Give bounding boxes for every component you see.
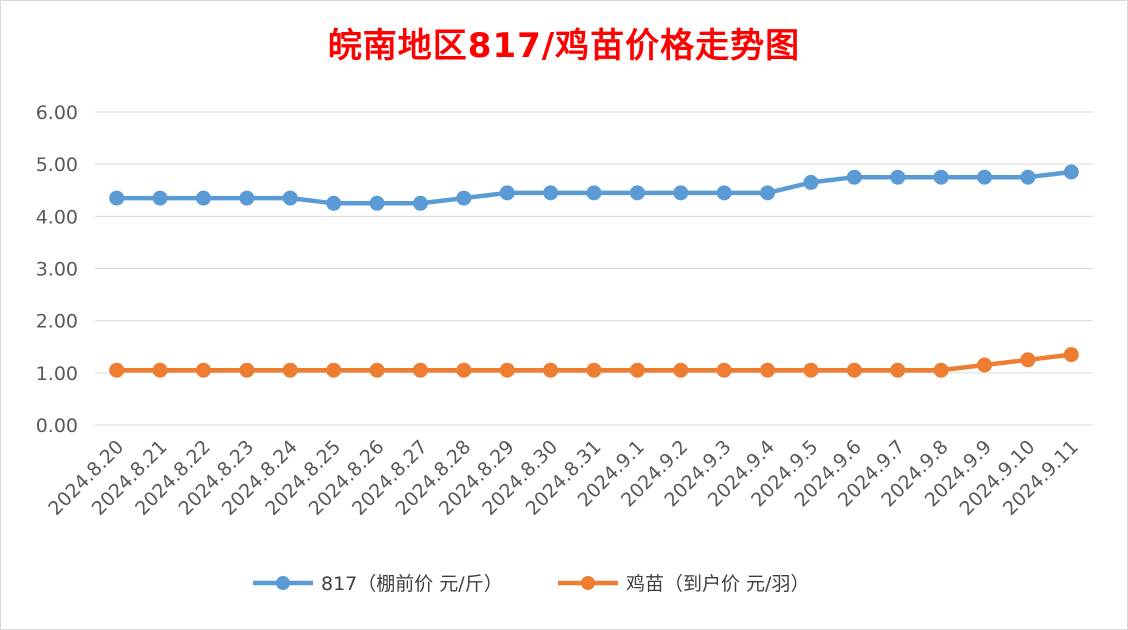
data-point [933,169,949,185]
data-point [1063,164,1079,180]
data-point [239,362,255,378]
y-tick-label: 3.00 [36,259,78,281]
data-point [760,362,776,378]
data-point [282,190,298,206]
data-point [109,362,125,378]
data-point [629,362,645,378]
legend-label: 817（棚前价 元/斤） [321,573,503,595]
data-point [586,185,602,201]
legend-marker [276,576,290,590]
data-point [1063,347,1079,363]
series-1 [109,164,1079,211]
gridlines [95,111,1093,426]
data-point [499,362,515,378]
y-tick-label: 6.00 [36,102,78,124]
y-axis: 0.00 1.00 2.00 3.00 4.00 5.00 6.00 [36,102,78,437]
data-point [456,362,472,378]
data-point [716,362,732,378]
legend-item: 鸡苗（到户价 元/羽） [558,573,809,595]
data-point [890,169,906,185]
data-point [195,362,211,378]
data-point [673,362,689,378]
data-point [803,174,819,190]
data-point [846,362,862,378]
data-point [326,362,342,378]
data-point [846,169,862,185]
data-point [369,362,385,378]
legend-label: 鸡苗（到户价 元/羽） [626,573,809,595]
data-point [109,190,125,206]
series-2 [109,347,1079,378]
data-point [239,190,255,206]
y-tick-label: 5.00 [36,154,78,176]
data-point [716,185,732,201]
data-point [499,185,515,201]
data-point [412,195,428,211]
data-point [890,362,906,378]
legend-marker [581,576,595,590]
data-point [152,362,168,378]
data-point [282,362,298,378]
legend-item: 817（棚前价 元/斤） [253,573,503,595]
legend: 817（棚前价 元/斤） 鸡苗（到户价 元/羽） [253,573,809,595]
data-point [629,185,645,201]
data-point [673,185,689,201]
data-point [586,362,602,378]
data-point [195,190,211,206]
data-point [456,190,472,206]
data-point [977,357,993,373]
data-point [152,190,168,206]
y-tick-label: 2.00 [36,311,78,333]
data-point [543,362,559,378]
data-point [1020,169,1036,185]
data-point [760,185,776,201]
y-tick-label: 4.00 [36,206,78,228]
chart-title: 皖南地区817/鸡苗价格走势图 [327,26,801,66]
data-point [1020,352,1036,368]
data-point [803,362,819,378]
x-axis: 2024.8.202024.8.212024.8.222024.8.232024… [44,436,1083,520]
data-point [933,362,949,378]
y-tick-label: 1.00 [36,363,78,385]
data-point [543,185,559,201]
data-point [977,169,993,185]
data-point [326,195,342,211]
y-tick-label: 0.00 [36,415,78,437]
data-point [369,195,385,211]
data-point [412,362,428,378]
